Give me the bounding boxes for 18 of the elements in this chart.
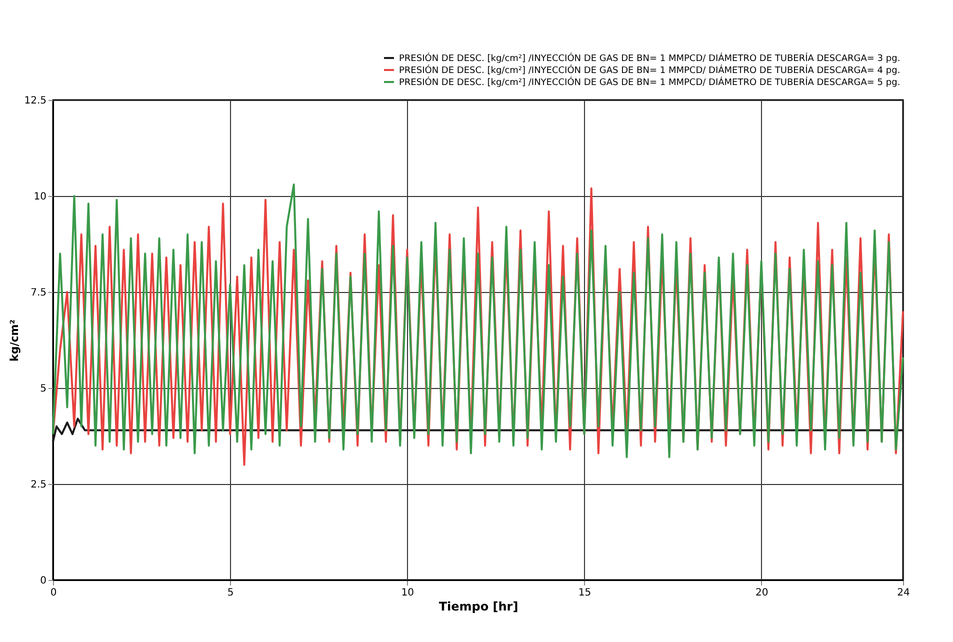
y-tick-label: 7.5 bbox=[30, 288, 46, 298]
y-tick-label: 0 bbox=[40, 576, 46, 586]
y-tick-label: 5 bbox=[40, 384, 46, 394]
legend-label: PRESIÓN DE DESC. [kg/cm²] /INYECCIÓN DE GAS DE BN= 1 MMPCD/ DIÁMETRO DE TUBERÍA DESCARGA= 3 pg. bbox=[399, 52, 900, 64]
y-tick-label: 12.5 bbox=[24, 96, 46, 106]
x-tick-label: 24 bbox=[897, 588, 910, 598]
y-tick-label: 2.5 bbox=[30, 480, 46, 490]
x-axis-title: Tiempo [hr] bbox=[438, 600, 518, 614]
x-tick-label: 20 bbox=[755, 588, 768, 598]
line-series bbox=[52, 418, 904, 443]
x-tick-label: 10 bbox=[401, 588, 414, 598]
x-tick-label: 0 bbox=[50, 588, 57, 598]
x-tick-label: 5 bbox=[227, 588, 234, 598]
y-tick-label: 10 bbox=[34, 192, 46, 202]
legend-label: PRESIÓN DE DESC. [kg/cm²] /INYECCIÓN DE GAS DE BN= 1 MMPCD/ DIÁMETRO DE TUBERÍA DESCARGA= 4 pg. bbox=[399, 64, 900, 76]
x-tick-label: 15 bbox=[578, 588, 592, 598]
y-axis-title: kg/cm² bbox=[8, 319, 22, 362]
legend-label: PRESIÓN DE DESC. [kg/cm²] /INYECCIÓN DE GAS DE BN= 1 MMPCD/ DIÁMETRO DE TUBERÍA DESCARGA= 5 pg. bbox=[399, 76, 900, 88]
